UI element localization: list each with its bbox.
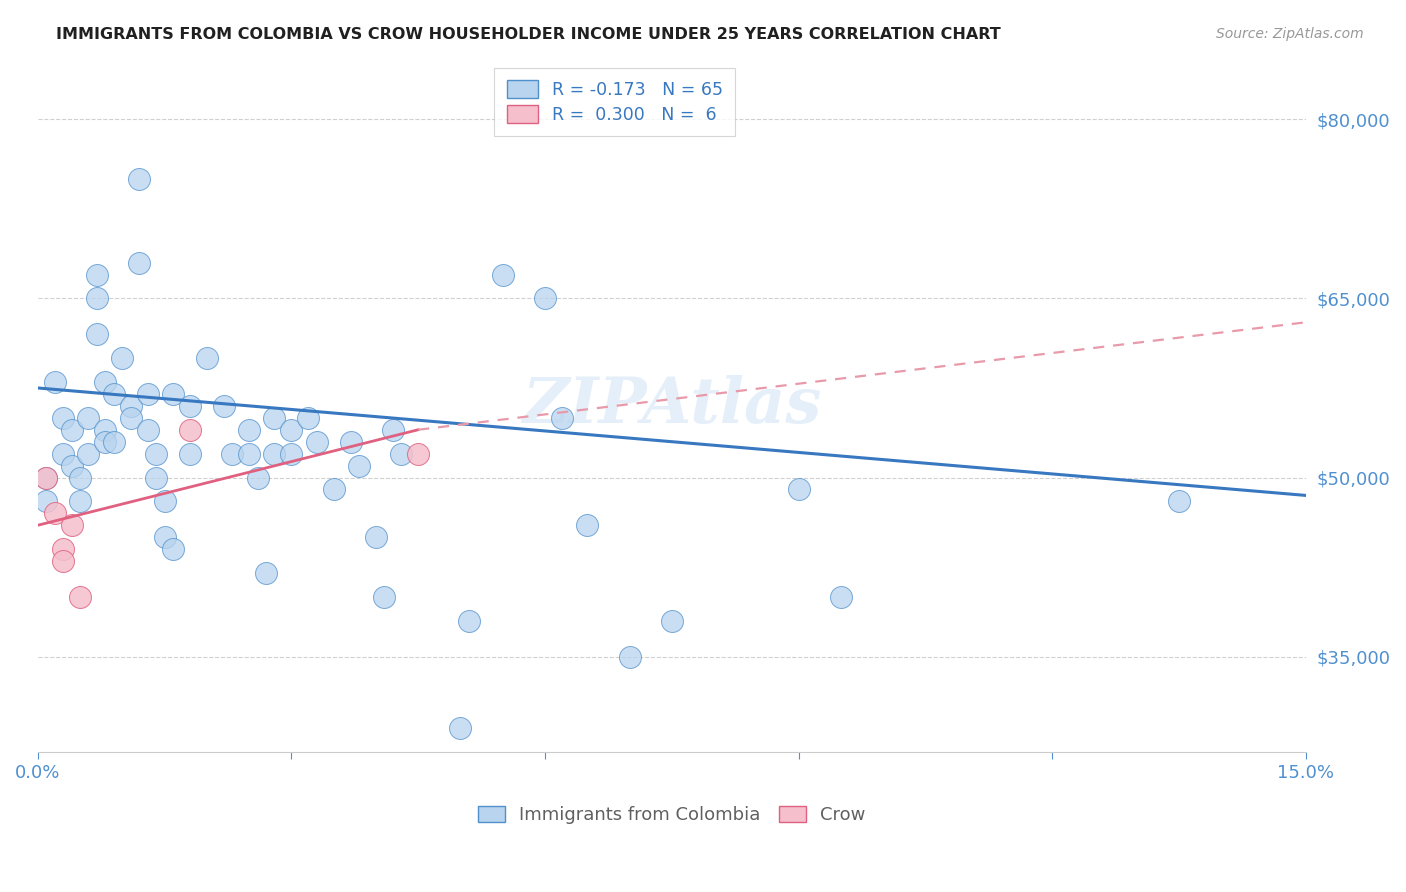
Point xyxy=(44,375,66,389)
Point xyxy=(830,590,852,604)
Point xyxy=(77,447,100,461)
Point xyxy=(69,470,91,484)
Point xyxy=(297,410,319,425)
Point xyxy=(35,470,58,484)
Point xyxy=(44,506,66,520)
Point xyxy=(94,423,117,437)
Point xyxy=(136,387,159,401)
Text: IMMIGRANTS FROM COLOMBIA VS CROW HOUSEHOLDER INCOME UNDER 25 YEARS CORRELATION C: IMMIGRANTS FROM COLOMBIA VS CROW HOUSEHO… xyxy=(56,27,1001,42)
Point xyxy=(128,172,150,186)
Point xyxy=(179,399,201,413)
Point xyxy=(52,410,75,425)
Point xyxy=(94,375,117,389)
Point xyxy=(77,410,100,425)
Point xyxy=(60,458,83,473)
Point xyxy=(60,518,83,533)
Point xyxy=(52,554,75,568)
Point xyxy=(280,423,302,437)
Point xyxy=(69,494,91,508)
Point xyxy=(120,410,142,425)
Legend: Immigrants from Colombia, Crow: Immigrants from Colombia, Crow xyxy=(468,797,875,833)
Point xyxy=(254,566,277,580)
Point xyxy=(153,494,176,508)
Point xyxy=(128,255,150,269)
Point xyxy=(305,434,328,449)
Point xyxy=(238,423,260,437)
Point xyxy=(212,399,235,413)
Point xyxy=(449,721,471,735)
Point xyxy=(52,542,75,557)
Point xyxy=(145,447,167,461)
Point xyxy=(534,292,557,306)
Point xyxy=(373,590,395,604)
Point xyxy=(162,387,184,401)
Point xyxy=(136,423,159,437)
Point xyxy=(322,483,344,497)
Point xyxy=(179,423,201,437)
Point xyxy=(162,542,184,557)
Point xyxy=(263,410,285,425)
Point xyxy=(364,530,387,544)
Point xyxy=(86,268,108,282)
Point xyxy=(238,447,260,461)
Point xyxy=(111,351,134,365)
Point xyxy=(179,447,201,461)
Point xyxy=(1168,494,1191,508)
Point xyxy=(576,518,599,533)
Point xyxy=(280,447,302,461)
Point xyxy=(145,470,167,484)
Point xyxy=(347,458,370,473)
Point xyxy=(221,447,243,461)
Point xyxy=(457,614,479,628)
Point xyxy=(86,327,108,342)
Point xyxy=(86,292,108,306)
Point xyxy=(153,530,176,544)
Point xyxy=(389,447,412,461)
Point xyxy=(246,470,269,484)
Text: ZIPAtlas: ZIPAtlas xyxy=(522,376,821,436)
Point xyxy=(492,268,515,282)
Point xyxy=(787,483,810,497)
Point xyxy=(195,351,218,365)
Point xyxy=(103,434,125,449)
Point xyxy=(661,614,683,628)
Point xyxy=(103,387,125,401)
Point xyxy=(35,494,58,508)
Point xyxy=(263,447,285,461)
Point xyxy=(619,649,641,664)
Point xyxy=(551,410,574,425)
Point xyxy=(120,399,142,413)
Point xyxy=(60,423,83,437)
Point xyxy=(52,447,75,461)
Text: Source: ZipAtlas.com: Source: ZipAtlas.com xyxy=(1216,27,1364,41)
Point xyxy=(35,470,58,484)
Point xyxy=(381,423,404,437)
Point xyxy=(69,590,91,604)
Point xyxy=(406,447,429,461)
Point xyxy=(339,434,361,449)
Point xyxy=(94,434,117,449)
